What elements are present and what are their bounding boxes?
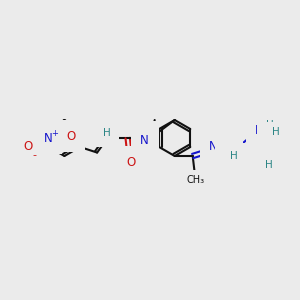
Text: H: H — [230, 151, 238, 161]
Text: +: + — [51, 128, 58, 137]
Text: N: N — [140, 134, 149, 148]
Text: H: H — [143, 129, 151, 139]
Text: O: O — [126, 155, 135, 169]
Text: N: N — [255, 124, 264, 137]
Text: H: H — [272, 127, 280, 137]
Text: N: N — [209, 140, 218, 154]
Text: N: N — [224, 142, 233, 155]
Text: N: N — [44, 131, 53, 145]
Text: N: N — [95, 120, 103, 133]
Text: CH₃: CH₃ — [187, 175, 205, 185]
Text: H: H — [266, 120, 274, 130]
Text: -: - — [32, 150, 36, 160]
Text: N: N — [255, 152, 264, 166]
Text: O: O — [67, 130, 76, 142]
Text: O: O — [24, 140, 33, 152]
Text: H: H — [103, 128, 111, 138]
Text: H: H — [265, 160, 273, 170]
